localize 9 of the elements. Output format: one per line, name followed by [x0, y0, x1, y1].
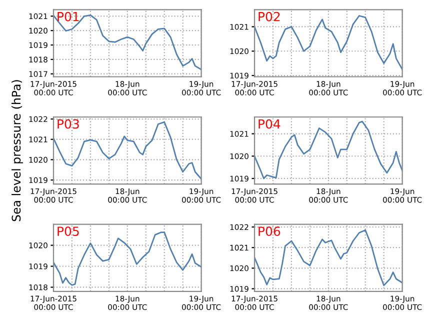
line-series [54, 121, 202, 180]
y-axis-title: Sea level pressure (hPa) [12, 80, 23, 222]
annotation: P02 [258, 12, 280, 22]
annotation: P06 [258, 226, 280, 236]
annotation: P03 [58, 119, 79, 129]
annotation: P01 [58, 12, 79, 22]
annotation: P04 [258, 119, 280, 129]
line-series [254, 120, 402, 180]
annotation: P05 [58, 226, 79, 236]
